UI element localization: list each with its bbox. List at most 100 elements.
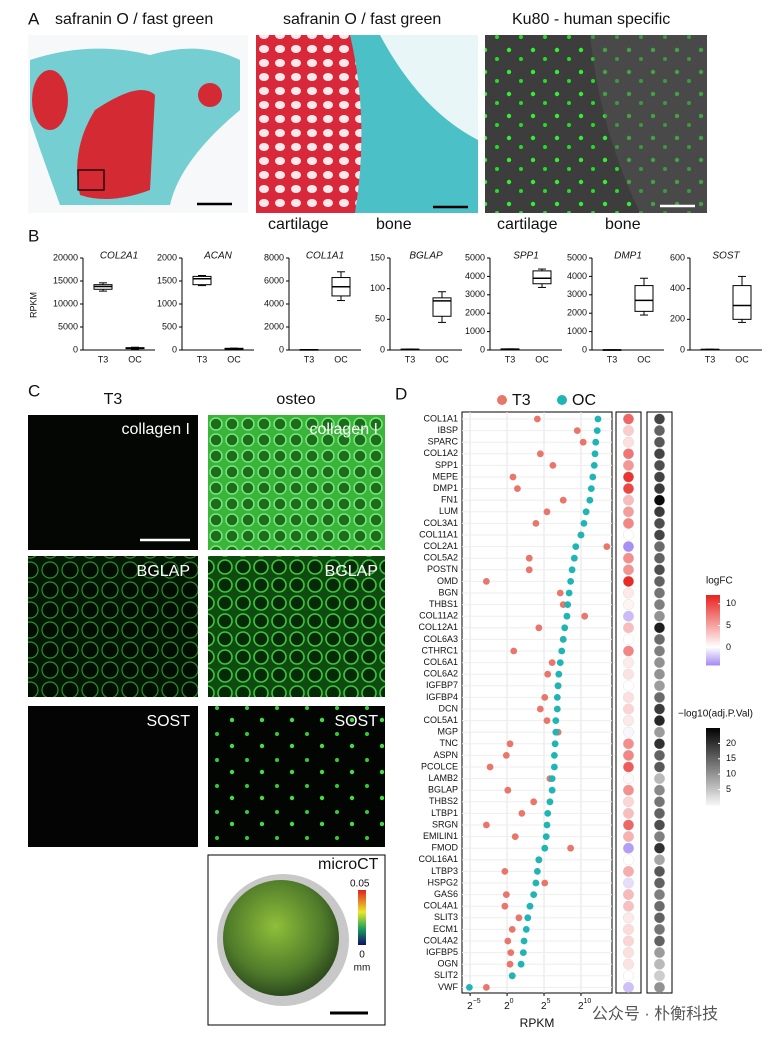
logfc-dot	[623, 784, 634, 796]
logfc-dot	[623, 494, 634, 506]
gene-label: COL4A1	[423, 901, 458, 911]
dot	[482, 578, 490, 585]
logfc-dot	[623, 889, 634, 901]
colorbar-step	[706, 656, 720, 659]
colorbar-step	[706, 803, 720, 806]
colorbar-step	[706, 743, 720, 746]
dot	[552, 717, 560, 724]
dot	[508, 926, 516, 933]
y-tick-label: 3000	[567, 289, 587, 299]
colorbar-step	[706, 607, 720, 610]
dot	[555, 670, 563, 678]
dot	[594, 415, 602, 423]
colorbar-step	[706, 779, 720, 783]
y-tick-label: 0	[73, 344, 78, 354]
pval-dot	[654, 958, 665, 970]
gene-label: LAMB2	[428, 773, 458, 783]
dot	[570, 554, 578, 562]
y-tick-label: 500	[162, 321, 177, 331]
colorbar-step	[706, 751, 720, 754]
gene-label: OGN	[437, 959, 458, 969]
logfc-dot	[623, 517, 634, 529]
gene-label: MEPE	[432, 471, 458, 481]
logfc-dot	[623, 599, 634, 611]
gene-label: FMOD	[432, 843, 459, 853]
scale-unit: mm	[354, 963, 371, 974]
colorbar-step	[706, 753, 720, 756]
y-tick-label: 0	[172, 344, 177, 354]
dot	[543, 508, 551, 516]
colorbar-step	[706, 645, 720, 648]
dot	[564, 601, 572, 608]
colorbar-tick-label: 0	[726, 642, 731, 652]
box	[532, 270, 552, 285]
dot	[506, 960, 514, 968]
y-tick-label: 2000	[567, 308, 587, 318]
colorbar-step	[706, 635, 720, 638]
pval-dot	[654, 471, 665, 483]
colorbar-step	[706, 605, 720, 608]
logfc-dot	[623, 703, 634, 715]
x-tick-label: OC	[735, 354, 749, 364]
pval-dot	[654, 413, 665, 425]
x-tick-label: OC	[128, 354, 142, 364]
gene-title: COL2A1	[100, 251, 138, 262]
x-tick-label: 25	[541, 998, 551, 1012]
logfc-dot	[623, 900, 634, 912]
legend-dot	[557, 395, 567, 405]
gene-label: CTHRC1	[421, 645, 458, 655]
image-label: bone	[605, 216, 641, 233]
legend-label: T3	[512, 392, 531, 409]
x-tick-label: 210	[578, 998, 591, 1012]
colorbar-step	[706, 647, 720, 650]
column-header: T3	[104, 391, 123, 408]
y-tick-label: 1500	[157, 275, 177, 285]
y-axis-label: RPKM	[28, 292, 38, 318]
colorbar-step	[706, 789, 720, 793]
dot	[563, 612, 571, 620]
dot	[502, 891, 510, 898]
logfc-dot	[623, 935, 634, 947]
watermark: 公众号 · 朴衡科技	[592, 1005, 718, 1023]
x-tick-label: T3	[304, 354, 315, 364]
stain-label: collagen I	[310, 421, 379, 438]
colorbar-step	[706, 778, 720, 781]
pval-dot	[654, 494, 665, 506]
dot	[502, 752, 510, 759]
dot	[590, 462, 598, 469]
colorbar-step	[706, 663, 720, 666]
dot	[586, 496, 594, 504]
x-tick-label: 20	[504, 998, 514, 1012]
colorbar-step	[706, 774, 720, 777]
legend-title: logFC	[706, 576, 733, 587]
gene-label: COL11A1	[419, 529, 458, 539]
colorbar-step	[706, 760, 720, 764]
logfc-dot	[623, 633, 634, 645]
x-tick-label: T3	[505, 354, 516, 364]
logfc-dot	[623, 459, 634, 471]
pval-dot	[654, 877, 665, 889]
pval-dot	[654, 599, 665, 611]
stain-label: BGLAP	[137, 563, 190, 580]
gene-label: IGFBP4	[426, 692, 458, 702]
y-tick-label: 400	[670, 283, 685, 293]
gene-label: EMILIN1	[423, 831, 458, 841]
colorbar-step	[706, 659, 720, 662]
logfc-dot	[623, 761, 634, 773]
x-tick-label: OC	[227, 354, 241, 364]
pval-dot	[654, 749, 665, 761]
logfc-dot	[623, 923, 634, 935]
dot	[525, 566, 533, 574]
logfc-dot	[623, 912, 634, 924]
x-tick-label: OC	[535, 354, 549, 364]
logfc-dot	[623, 541, 634, 553]
dot	[587, 485, 595, 492]
dot	[511, 833, 519, 840]
dot	[577, 531, 585, 539]
pval-dot	[654, 633, 665, 645]
gene-label: VWF	[438, 982, 458, 992]
colorbar-step	[706, 612, 720, 615]
dot	[532, 879, 540, 887]
logfc-dot	[623, 448, 634, 460]
x-tick-label: T3	[705, 354, 716, 364]
